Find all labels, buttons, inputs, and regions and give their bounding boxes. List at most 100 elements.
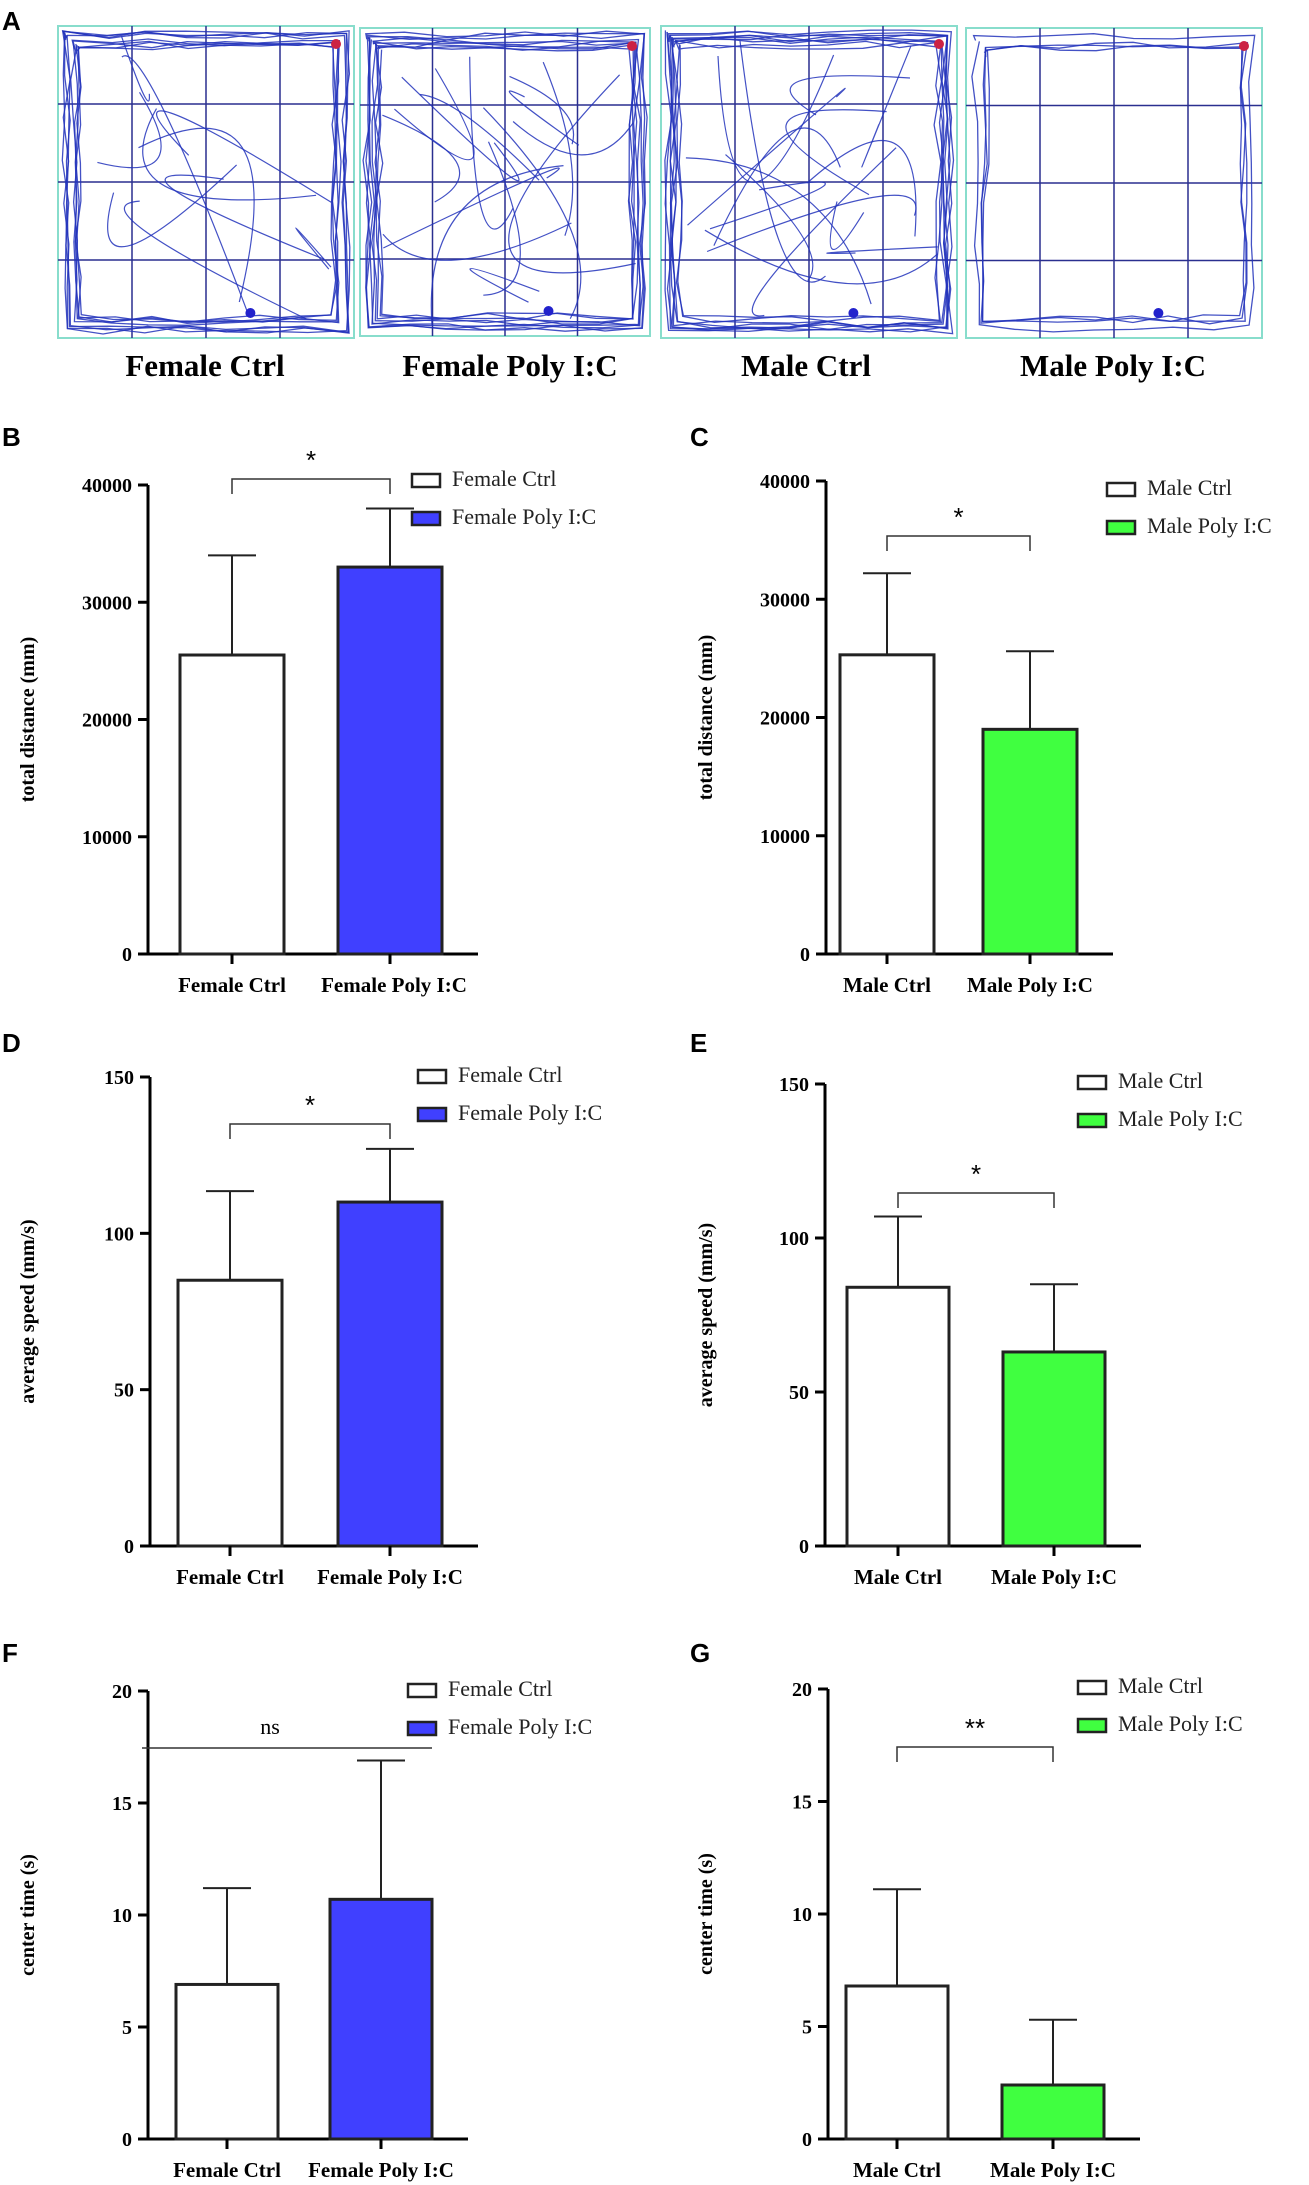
start-marker (934, 39, 944, 49)
bar-1 (174, 1982, 280, 2141)
track-path (123, 200, 307, 320)
legend-label: Female Ctrl (448, 1676, 552, 1701)
y-tick-label: 0 (802, 2129, 812, 2151)
track-path (826, 246, 938, 254)
track-path (806, 140, 917, 237)
x-category-label: Male Ctrl (853, 2158, 941, 2182)
y-tick-label: 40000 (82, 475, 132, 497)
track-path (706, 194, 917, 253)
y-tick-label: 10 (792, 1904, 812, 1926)
track-path (97, 91, 162, 169)
x-category-label: Female Ctrl (176, 1565, 284, 1589)
bar-2 (981, 727, 1079, 956)
track-path (725, 154, 814, 281)
legend-swatch (1076, 1074, 1108, 1091)
y-tick-label: 150 (104, 1067, 134, 1089)
legend-swatch (416, 1068, 448, 1085)
bar-1 (178, 653, 286, 956)
legend-swatch (1076, 1112, 1108, 1129)
x-category-label: Male Poly I:C (991, 1565, 1117, 1589)
panel-label: E (690, 1028, 707, 1058)
x-category-label: Male Poly I:C (990, 2158, 1116, 2182)
track-path (713, 127, 841, 246)
track-path (789, 75, 911, 116)
bar-1 (845, 1285, 951, 1548)
y-tick-label: 50 (114, 1380, 134, 1402)
track-path (365, 32, 646, 332)
y-tick-label: 0 (122, 944, 132, 966)
track-path (374, 43, 635, 320)
significance-bracket (897, 1192, 1055, 1208)
legend-swatch (406, 1682, 438, 1699)
y-tick-label: 20000 (82, 710, 132, 732)
y-tick-label: 15 (112, 1793, 132, 1815)
y-tick-label: 15 (792, 1792, 812, 1814)
significance-bracket (886, 535, 1031, 551)
track-path (664, 29, 955, 335)
y-tick-label: 10000 (760, 826, 810, 848)
bar-1 (844, 1984, 950, 2141)
legend-label: Male Ctrl (1118, 1673, 1203, 1698)
bar-2 (1001, 1350, 1107, 1548)
legend-swatch (1076, 1679, 1108, 1696)
significance-label: * (953, 502, 963, 532)
y-tick-label: 20000 (760, 708, 810, 730)
x-category-label: Male Ctrl (843, 973, 931, 997)
track-path (508, 74, 636, 274)
y-tick-label: 10 (112, 1905, 132, 1927)
x-category-label: Female Poly I:C (308, 2158, 454, 2182)
end-marker (848, 308, 859, 318)
legend-label: Male Ctrl (1147, 475, 1232, 500)
significance-bracket (231, 478, 391, 494)
track-path (401, 76, 520, 182)
end-marker (245, 308, 256, 318)
track-path (164, 174, 325, 260)
start-marker (1239, 41, 1249, 51)
legend-label: Male Ctrl (1118, 1068, 1203, 1093)
track-path (482, 107, 582, 319)
track-path (669, 34, 949, 330)
significance-label: ** (965, 1713, 985, 1743)
track-path (717, 54, 835, 183)
y-tick-label: 0 (124, 1536, 134, 1558)
legend-label: Male Poly I:C (1118, 1711, 1243, 1736)
end-marker (543, 306, 554, 316)
y-tick-label: 30000 (82, 592, 132, 614)
panel-label: C (690, 422, 709, 452)
bar-2 (1000, 2083, 1106, 2141)
track-path (669, 34, 949, 331)
chart-panel-d: D 0 50 100 150 average speed (mm/s) Female Ctr… (2, 1028, 602, 1589)
bar-2 (336, 565, 444, 956)
x-category-label: Female Poly I:C (321, 973, 467, 997)
y-tick-label: 20 (792, 1679, 812, 1701)
start-marker (331, 39, 341, 49)
track-path (295, 227, 332, 270)
chart-panel-b: B 0 10000 20000 30000 40000 total distance (mm… (2, 422, 596, 997)
legend-label: Female Ctrl (458, 1062, 562, 1087)
track-path (469, 56, 514, 230)
legend-label: Male Poly I:C (1118, 1106, 1243, 1131)
legend-label: Female Poly I:C (448, 1714, 592, 1739)
chart-panel-c: C 0 10000 20000 30000 40000 total distance (mm… (690, 422, 1272, 997)
x-category-label: Female Poly I:C (317, 1565, 463, 1589)
y-axis-label: average speed (mm/s) (695, 1223, 717, 1407)
track-path (512, 121, 634, 156)
track-path (829, 201, 865, 250)
track-path (785, 109, 887, 196)
legend-swatch (1105, 519, 1137, 536)
track-path (709, 181, 826, 230)
significance-label: * (971, 1159, 981, 1189)
panel-label: F (2, 1638, 18, 1668)
bar-1 (838, 653, 936, 956)
track-path (70, 38, 342, 326)
y-axis-label: total distance (mm) (695, 635, 717, 801)
significance-bracket (229, 1123, 391, 1139)
legend-label: Female Poly I:C (452, 504, 596, 529)
track-path (73, 42, 338, 323)
x-category-label: Male Ctrl (854, 1565, 942, 1589)
x-category-label: Female Ctrl (178, 973, 286, 997)
legend-swatch (410, 510, 442, 527)
track-path (861, 45, 912, 168)
arena-label: Female Ctrl (125, 348, 285, 383)
